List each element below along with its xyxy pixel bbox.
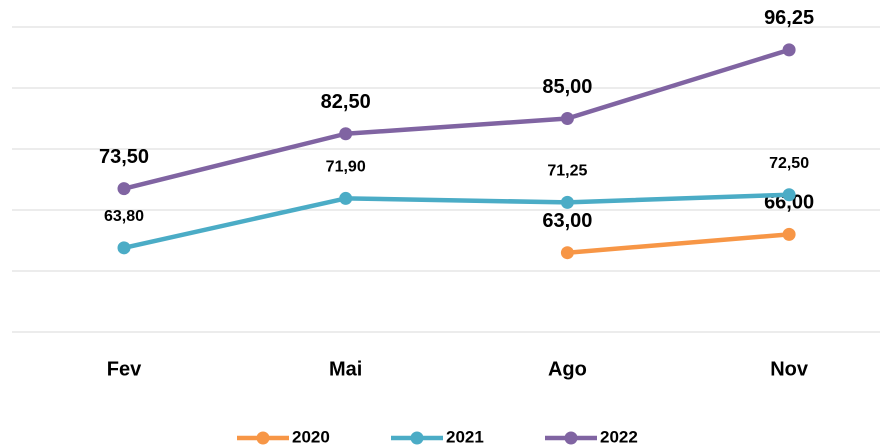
data-label: 96,25 (764, 7, 814, 29)
legend-label: 2022 (600, 427, 638, 446)
x-tick-label: Fev (107, 358, 142, 380)
data-label: 63,80 (104, 208, 144, 225)
data-label: 71,25 (547, 163, 587, 180)
data-label: 72,50 (769, 155, 809, 172)
data-label: 71,90 (326, 159, 366, 176)
legend-marker (564, 431, 578, 445)
marker (117, 241, 131, 255)
legend-marker (256, 431, 270, 445)
line (123, 192, 790, 251)
x-tick-label: Ago (548, 358, 587, 380)
marker (560, 112, 574, 125)
legend-label: 2021 (446, 427, 484, 446)
data-label: 73,50 (99, 146, 149, 168)
marker (339, 127, 353, 141)
marker (560, 195, 574, 209)
x-tick-label: Nov (770, 358, 809, 380)
data-label: 85,00 (542, 76, 592, 98)
legend-label: 2020 (292, 427, 330, 446)
legend-marker (410, 431, 424, 445)
marker (782, 227, 796, 241)
marker (560, 246, 574, 260)
data-label: 82,50 (321, 91, 371, 113)
marker (117, 182, 131, 196)
data-label: 63,00 (542, 210, 592, 232)
marker (339, 191, 353, 205)
marker (782, 188, 796, 202)
line (123, 47, 790, 191)
marker (782, 43, 796, 57)
line (567, 232, 790, 255)
x-tick-label: Mai (329, 358, 362, 380)
